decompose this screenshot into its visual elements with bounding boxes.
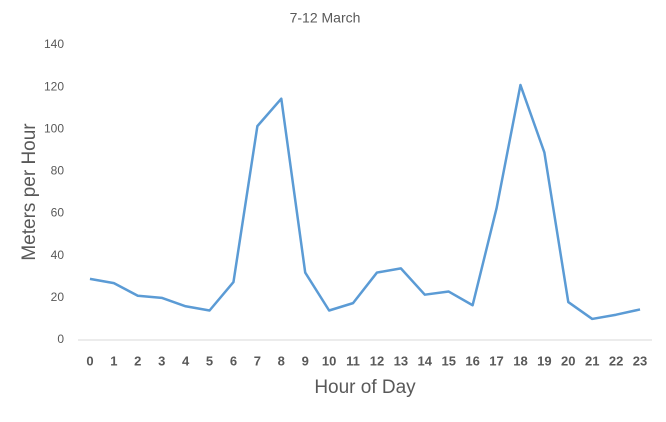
x-tick-label: 5 xyxy=(206,353,213,368)
y-tick-label: 60 xyxy=(51,206,65,220)
data-line xyxy=(89,83,641,321)
x-tick-label: 17 xyxy=(489,353,503,368)
x-tick-label: 12 xyxy=(370,353,384,368)
x-tick-label: 7 xyxy=(254,353,261,368)
y-tick-label: 20 xyxy=(51,290,65,304)
x-tick-label: 19 xyxy=(537,353,551,368)
chart-title: 7-12 March xyxy=(290,10,361,26)
x-tick-label: 1 xyxy=(110,353,117,368)
y-tick-label: 80 xyxy=(51,164,65,178)
x-tick-label: 2 xyxy=(134,353,141,368)
x-tick-label: 10 xyxy=(322,353,336,368)
x-tick-label: 15 xyxy=(441,353,455,368)
x-tick-label: 13 xyxy=(394,353,408,368)
x-axis-title: Hour of Day xyxy=(314,377,416,398)
x-tick-label: 4 xyxy=(182,353,190,368)
x-tick-label: 11 xyxy=(346,353,360,368)
x-tick-label: 22 xyxy=(609,353,623,368)
x-tick-label: 6 xyxy=(230,353,237,368)
x-tick-label: 20 xyxy=(561,353,575,368)
x-tick-label: 3 xyxy=(158,353,165,368)
y-tick-label: 40 xyxy=(51,248,65,262)
y-tick-label: 120 xyxy=(44,79,64,93)
x-tick-label: 8 xyxy=(278,353,285,368)
x-tick-label: 18 xyxy=(513,353,527,368)
x-tick-label: 16 xyxy=(465,353,479,368)
x-tick-label: 9 xyxy=(302,353,309,368)
x-tick-label: 0 xyxy=(86,353,93,368)
y-tick-label: 140 xyxy=(44,37,64,51)
x-tick-label: 14 xyxy=(418,353,433,368)
y-axis-title: Meters per Hour xyxy=(19,123,40,261)
x-tick-label: 23 xyxy=(633,353,647,368)
y-tick-label: 100 xyxy=(44,121,64,135)
y-tick-label: 0 xyxy=(57,332,64,346)
x-tick-label: 21 xyxy=(585,353,599,368)
